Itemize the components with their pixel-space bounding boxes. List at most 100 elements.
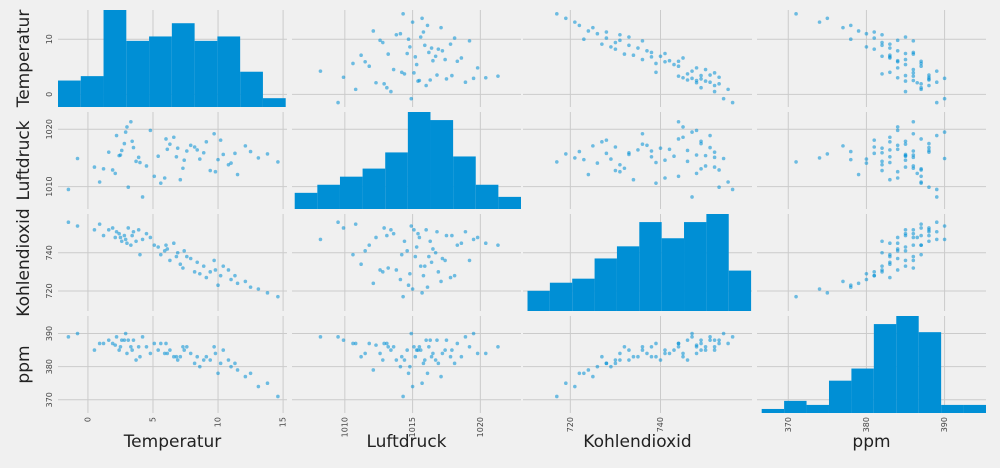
scatter-point — [699, 139, 703, 144]
scatter-point — [144, 231, 149, 236]
scatter-point — [817, 156, 822, 160]
scatter-point — [276, 160, 280, 164]
scatter-point — [318, 69, 323, 73]
histogram-bar — [240, 71, 263, 107]
scatter-point — [140, 195, 145, 199]
scatter-point — [181, 266, 185, 270]
scatter-point — [911, 231, 916, 236]
scatter-point — [888, 135, 892, 140]
scatter-point — [213, 351, 218, 356]
scatter-point — [888, 252, 892, 257]
scatter-point — [398, 31, 403, 36]
scatter-point — [911, 71, 916, 75]
scatter-point — [402, 358, 407, 362]
histogram-bar — [317, 184, 340, 209]
scatter-point — [681, 351, 685, 356]
scatter-point — [243, 279, 248, 284]
scatter-point — [165, 147, 170, 152]
scatter-point — [106, 338, 111, 342]
scatter-point — [613, 47, 618, 51]
scatter-point — [216, 157, 220, 162]
scatter-point — [911, 78, 916, 83]
scatter-point — [408, 271, 412, 276]
scatter-point — [730, 100, 735, 105]
scatter-point — [444, 338, 449, 342]
histogram-bar — [339, 176, 363, 209]
scatter-point — [431, 351, 435, 356]
scatter-point — [618, 33, 622, 37]
scatter-point — [427, 344, 431, 349]
scatter-point — [880, 250, 884, 255]
scatter-point — [336, 100, 340, 105]
scatter-point — [604, 151, 609, 156]
scatter-point — [888, 260, 892, 265]
scatter-point — [204, 354, 209, 359]
scatter-point — [911, 153, 916, 157]
scatter-point — [140, 237, 145, 242]
scatter-point — [880, 163, 884, 167]
scatter-point — [385, 233, 389, 238]
scatter-point — [440, 256, 445, 261]
scatter-point — [148, 351, 153, 356]
scatter-point — [622, 52, 627, 56]
x-tick-label: 1010 — [340, 417, 349, 437]
scatter-point — [927, 141, 931, 146]
scatter-point — [622, 166, 627, 171]
scatter-point — [927, 145, 931, 150]
scatter-point — [181, 344, 185, 349]
scatter-point — [676, 174, 681, 179]
histogram-bar — [661, 238, 685, 311]
scatter-point — [198, 364, 202, 369]
scatter-point — [888, 53, 892, 57]
scatter-point — [429, 46, 434, 50]
scatter-point — [636, 46, 640, 50]
scatter-point — [427, 254, 431, 259]
scatter-point — [604, 138, 609, 142]
scatter-point — [192, 361, 197, 366]
scatter-point — [927, 233, 931, 238]
scatter-point — [412, 344, 416, 349]
scatter-point — [351, 341, 355, 346]
scatter-point — [391, 67, 396, 72]
scatter-point — [582, 157, 586, 162]
scatter-point — [138, 160, 142, 165]
scatter-point — [410, 384, 415, 389]
histogram-bar — [527, 290, 550, 311]
scatter-point — [555, 394, 559, 399]
scatter-point — [402, 72, 407, 76]
scatter-point — [353, 341, 358, 346]
scatter-point — [703, 348, 708, 352]
scatter-point — [341, 226, 346, 230]
scatter-point — [676, 64, 681, 69]
scatter-point — [118, 235, 123, 240]
scatter-point — [413, 354, 418, 359]
histogram-bar — [294, 192, 318, 209]
scatter-point — [636, 148, 640, 152]
scatter-point — [708, 145, 712, 150]
scatter-point — [600, 140, 604, 144]
scatter-point — [640, 57, 645, 62]
scatter-point — [483, 75, 488, 80]
scatter-point — [888, 140, 892, 144]
x-tick-label: 380 — [862, 417, 871, 432]
scatter-point — [398, 277, 403, 282]
scatter-point — [699, 338, 703, 342]
scatter-point — [856, 281, 861, 286]
x-axis-label: Temperatur — [123, 432, 222, 452]
scatter-point — [113, 343, 118, 347]
histogram-bar — [362, 168, 386, 209]
scatter-point — [848, 23, 853, 28]
scatter-point — [425, 23, 430, 28]
scatter-point — [123, 331, 128, 336]
scatter-point — [125, 351, 129, 356]
scatter-point — [152, 174, 157, 179]
scatter-point — [649, 149, 654, 153]
scatter-point — [903, 249, 908, 253]
scatter-point — [341, 75, 346, 80]
scatter-point — [412, 71, 416, 75]
scatter-point — [903, 154, 908, 158]
scatter-point — [631, 177, 636, 182]
scatter-point — [475, 66, 480, 70]
scatter-point — [129, 344, 133, 349]
scatter-point — [389, 228, 393, 232]
